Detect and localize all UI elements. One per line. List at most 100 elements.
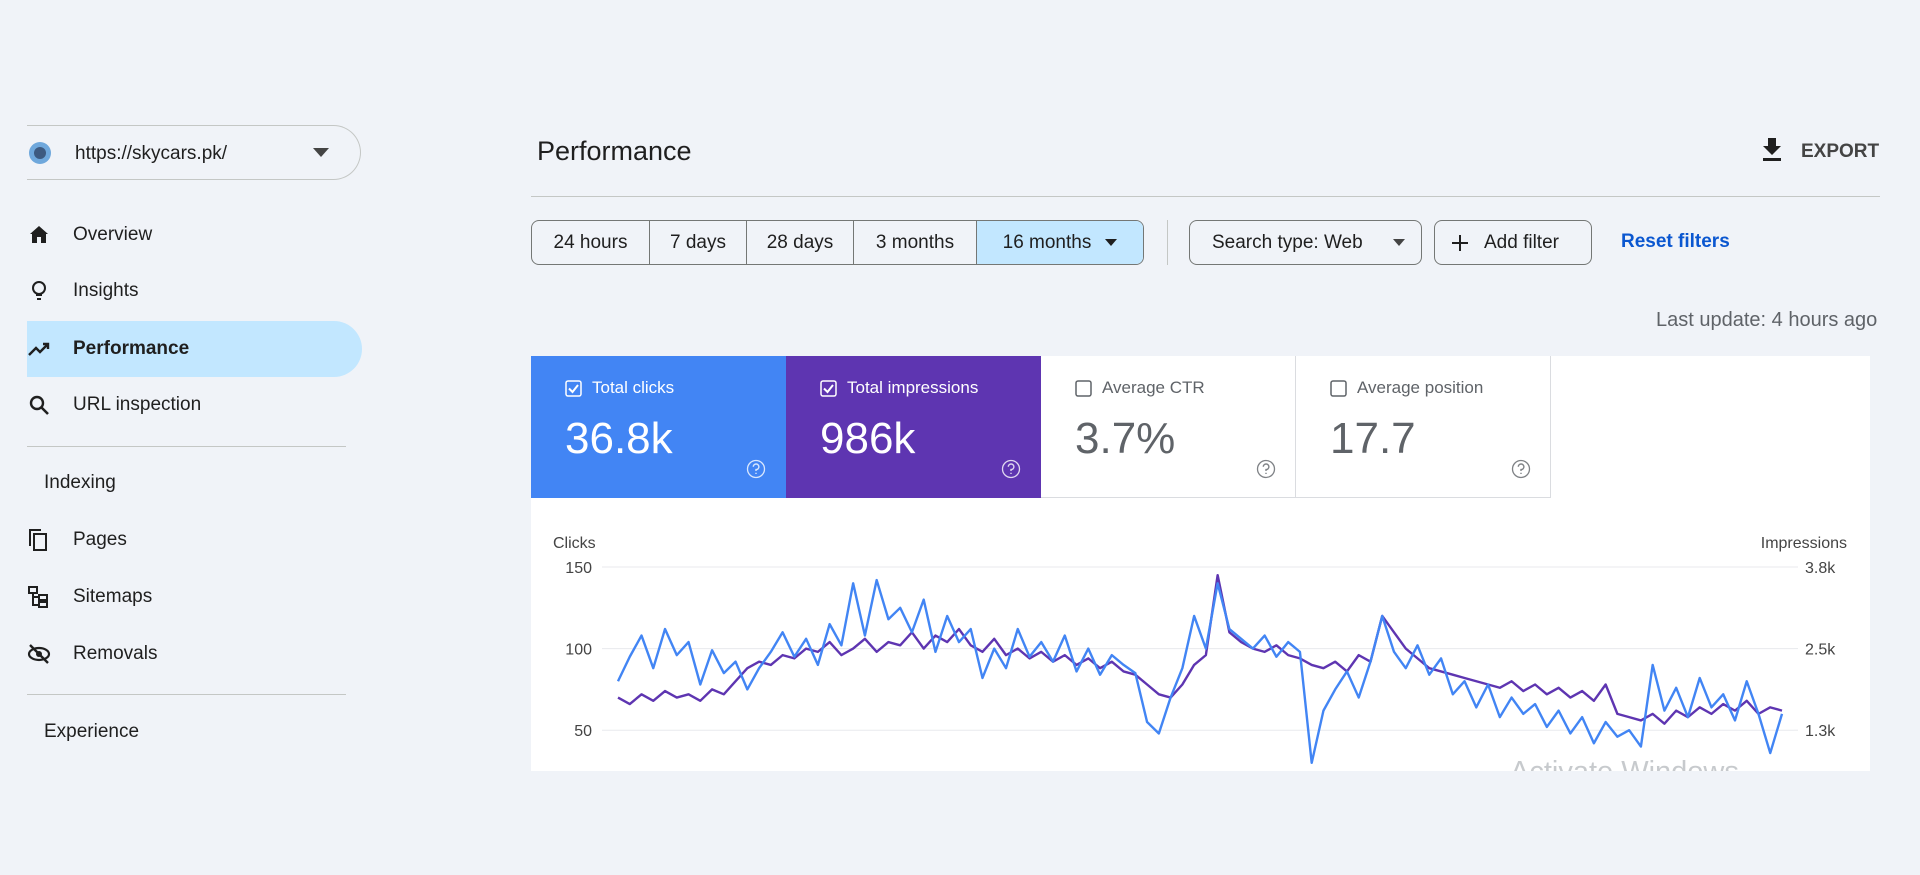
help-mark	[1007, 463, 1015, 474]
range-label: 24 hours	[553, 231, 628, 253]
range-button[interactable]: 24 hours	[532, 221, 650, 264]
range-label: 28 days	[766, 231, 834, 253]
checkbox	[1075, 380, 1092, 397]
metric-label: Average CTR	[1102, 378, 1205, 397]
property-selector[interactable]: https://skycars.pk/	[27, 125, 361, 180]
checkmark	[823, 384, 834, 394]
nav-label: Pages	[73, 529, 127, 550]
checkbox-box	[1330, 380, 1347, 397]
range-label: 3 months	[875, 231, 955, 253]
help-mark	[752, 463, 760, 474]
metric-value: 986k	[820, 414, 916, 463]
y2-tick-label: 3.8k	[1805, 560, 1836, 577]
nav-label: Sitemaps	[73, 586, 153, 607]
help-circle	[1256, 459, 1276, 479]
y2-tick-label: 2.5k	[1805, 642, 1836, 659]
button-label: Add filter	[1484, 231, 1559, 253]
nav-item[interactable]: Pages	[27, 512, 362, 568]
plus-icon	[1452, 234, 1468, 251]
help-icon[interactable]	[1511, 459, 1531, 479]
insights-icon	[32, 281, 46, 300]
removals-icon	[27, 644, 51, 664]
range-button[interactable]: 28 days	[747, 221, 854, 264]
dropdown-arrow	[1105, 238, 1118, 246]
performance-icon	[28, 342, 50, 356]
section-title[interactable]: Indexing	[44, 472, 116, 493]
nav-item[interactable]: Insights	[27, 263, 362, 319]
last-update-box: Last update: 4 hours ago	[1500, 309, 1880, 337]
divider	[1167, 220, 1168, 265]
nav-label: Performance	[73, 338, 190, 359]
help-icon[interactable]	[1256, 459, 1276, 479]
metric-card[interactable]: Average CTR 3.7%	[1041, 356, 1296, 498]
section-title[interactable]: Experience	[44, 721, 140, 742]
search-type-button[interactable]: Search type: Web	[1189, 220, 1422, 265]
metric-label: Total clicks	[592, 378, 675, 397]
nav-item[interactable]: Removals	[27, 626, 362, 682]
metric-label: Total impressions	[847, 378, 979, 397]
date-range-group: 24 hours 7 days 28 days 3 months 16 months	[531, 220, 1144, 265]
checkmark	[568, 384, 579, 394]
checkbox-box	[1075, 380, 1092, 397]
divider	[531, 196, 1880, 197]
reset-filters-link[interactable]: Reset filters	[1621, 231, 1730, 252]
metric-label: Average position	[1357, 378, 1484, 397]
y-tick-label: 100	[565, 642, 592, 659]
help-circle	[1511, 459, 1531, 479]
nav-item[interactable]: Performance	[27, 321, 362, 377]
metric-card[interactable]: Average position 17.7	[1296, 356, 1551, 498]
add-filter-button[interactable]: Add filter	[1434, 220, 1592, 265]
nav-label: Overview	[73, 224, 153, 245]
button-label: Search type: Web	[1212, 231, 1363, 253]
dropdown-arrow	[1393, 239, 1405, 246]
home-icon	[30, 226, 48, 243]
last-update: Last update: 4 hours ago	[1656, 309, 1878, 331]
chart: Clicks Impressions 50 100 150 1.3k 2.5k 3.8k Act…	[553, 535, 1847, 771]
range-button[interactable]: 16 months	[977, 221, 1143, 264]
series-line	[616, 578, 1784, 765]
performance-panel: Clicks Impressions 50 100 150 1.3k 2.5k 3.8k Act…	[531, 356, 1870, 771]
nav-label: URL inspection	[73, 394, 202, 415]
page-title: Performance	[537, 136, 692, 166]
sitemaps-icon	[28, 586, 48, 608]
y-tick-label: 150	[565, 560, 592, 577]
divider	[27, 694, 346, 695]
checkbox	[820, 380, 837, 397]
help-mark	[1517, 463, 1525, 474]
os-watermark: Activate Windows	[1510, 756, 1739, 771]
help-circle	[746, 459, 766, 479]
export-icon	[1763, 138, 1781, 161]
range-label: 7 days	[670, 231, 726, 253]
nav-item[interactable]: URL inspection	[27, 377, 362, 433]
help-mark	[1262, 463, 1270, 474]
export-button[interactable]: EXPORT	[1801, 141, 1880, 162]
search-icon	[29, 395, 49, 415]
series-line	[617, 573, 1783, 725]
help-icon[interactable]	[746, 459, 766, 479]
help-icon[interactable]	[1001, 459, 1021, 479]
nav-item[interactable]: Sitemaps	[27, 569, 362, 625]
range-label: 16 months	[1002, 231, 1092, 253]
metric-card[interactable]: Total impressions 986k	[786, 356, 1041, 498]
metric-value: 36.8k	[565, 414, 673, 463]
y2-axis-title: Impressions	[1761, 535, 1847, 552]
checkbox-box	[565, 380, 582, 397]
metric-card[interactable]: Total clicks 36.8k	[531, 356, 786, 498]
nav-label: Removals	[73, 643, 158, 664]
pages-icon	[29, 529, 47, 551]
y-axis-title: Clicks	[553, 535, 596, 552]
y-tick-label: 50	[574, 723, 592, 740]
metric-value: 3.7%	[1075, 414, 1176, 463]
nav-item[interactable]: Overview	[27, 207, 362, 263]
checkbox-box	[820, 380, 837, 397]
arrow-shape	[1105, 238, 1118, 246]
property-icon	[29, 142, 51, 164]
range-button[interactable]: 7 days	[650, 221, 747, 264]
checkbox	[565, 380, 582, 397]
metric-value: 17.7	[1330, 414, 1416, 463]
y2-tick-label: 1.3k	[1805, 723, 1836, 740]
range-button[interactable]: 3 months	[854, 221, 977, 264]
divider	[27, 446, 346, 447]
